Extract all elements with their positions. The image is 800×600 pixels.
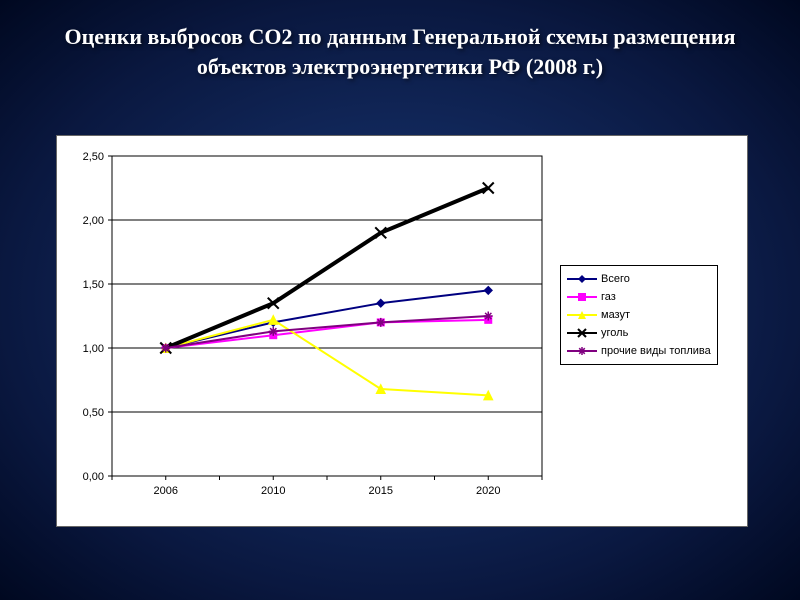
y-tick-label: 1,00 bbox=[83, 343, 104, 355]
y-tick-label: 0,00 bbox=[83, 471, 104, 483]
y-tick-label: 2,00 bbox=[83, 215, 104, 227]
legend-item-total: Всего bbox=[567, 270, 711, 288]
x-tick-label: 2010 bbox=[261, 485, 285, 497]
x-tick-label: 2015 bbox=[369, 485, 393, 497]
legend-swatch bbox=[567, 290, 597, 304]
slide-title: Оценки выбросов СО2 по данным Генерально… bbox=[60, 22, 740, 81]
legend-item-gas: газ bbox=[567, 288, 711, 306]
legend-swatch bbox=[567, 326, 597, 340]
legend-label: газ bbox=[601, 291, 616, 303]
legend-label: уголь bbox=[601, 327, 628, 339]
legend-label: мазут bbox=[601, 309, 630, 321]
legend-item-other: прочие виды топлива bbox=[567, 342, 711, 360]
legend: Всего газ мазут уголь прочие виды топлива bbox=[560, 265, 718, 365]
legend-label: прочие виды топлива bbox=[601, 345, 711, 357]
legend-swatch bbox=[567, 308, 597, 322]
legend-swatch bbox=[567, 272, 597, 286]
slide: Оценки выбросов СО2 по данным Генерально… bbox=[0, 0, 800, 600]
chart-panel: 0,00 0,50 1,00 1,50 2,00 2,50 2006 2010 2015 2020… bbox=[56, 135, 748, 527]
legend-item-mazut: мазут bbox=[567, 306, 711, 324]
legend-swatch bbox=[567, 344, 597, 358]
y-tick-label: 1,50 bbox=[83, 279, 104, 291]
legend-label: Всего bbox=[601, 273, 630, 285]
y-tick-label: 0,50 bbox=[83, 407, 104, 419]
y-tick-label: 2,50 bbox=[83, 151, 104, 163]
legend-item-coal: уголь bbox=[567, 324, 711, 342]
x-tick-label: 2006 bbox=[154, 485, 178, 497]
x-tick-label: 2020 bbox=[476, 485, 500, 497]
